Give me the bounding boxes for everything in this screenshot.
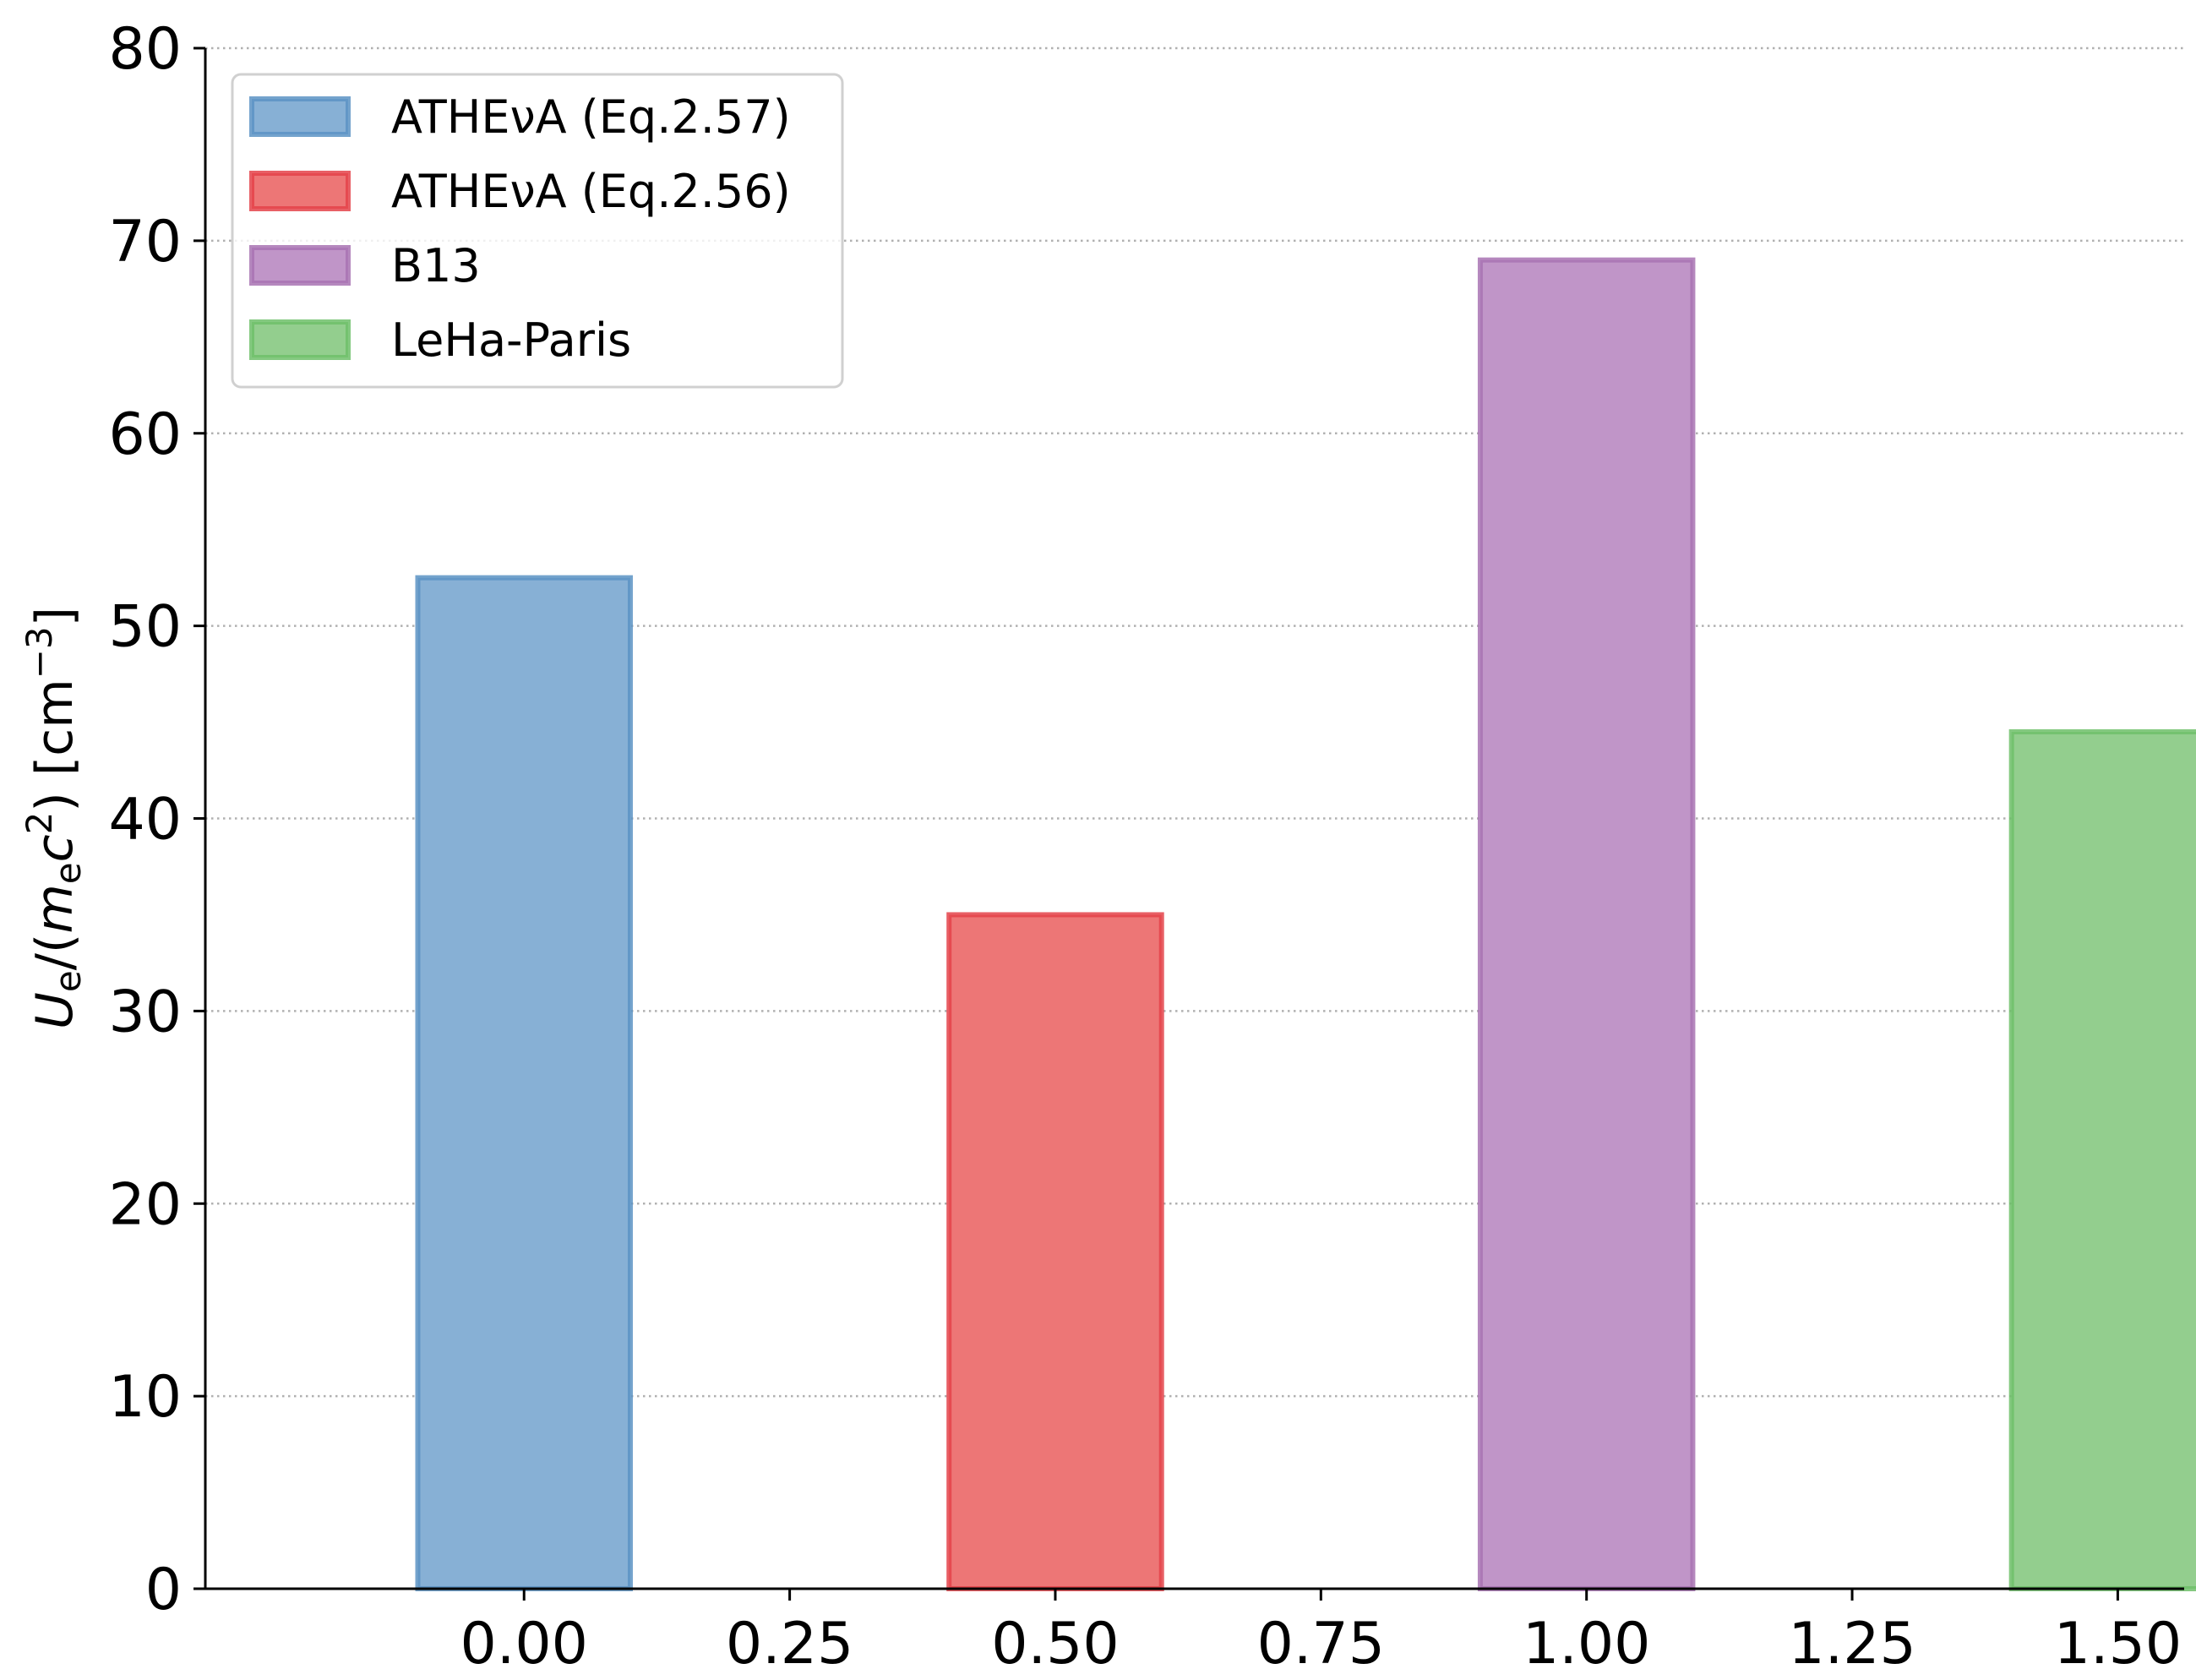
x-tick-label: 0.75 bbox=[1257, 1611, 1385, 1677]
y-tick-label: 60 bbox=[108, 401, 182, 468]
bars bbox=[415, 257, 2196, 1592]
bar-2 bbox=[946, 912, 1164, 1591]
legend-swatch-2 bbox=[249, 171, 351, 211]
y-axis-label: Ue/(mec2) [cm−3] bbox=[19, 607, 89, 1029]
y-tick-label: 40 bbox=[108, 787, 182, 854]
x-tick-label: 0.50 bbox=[991, 1611, 1119, 1677]
y-tick-label: 70 bbox=[108, 209, 182, 275]
ticks: 0 10 20 30 40 50 60 70 80 0.00 0.25 0.50 0.75 1.00 1.2… bbox=[108, 16, 2182, 1677]
legend-label-3: B13 bbox=[391, 239, 481, 292]
x-tick-label: 1.25 bbox=[1788, 1611, 1915, 1677]
legend-swatch-1 bbox=[249, 96, 351, 137]
y-tick-label: 10 bbox=[108, 1364, 182, 1431]
legend-label-2: ATHEνA (Eq.2.56) bbox=[391, 165, 791, 218]
y-tick-label: 30 bbox=[108, 979, 182, 1045]
legend-label-4: LeHa-Paris bbox=[391, 314, 631, 367]
legend-swatch-3 bbox=[249, 245, 351, 286]
bar-3 bbox=[1477, 257, 1696, 1592]
y-tick-label: 80 bbox=[108, 16, 182, 83]
legend-swatch-4 bbox=[249, 319, 351, 360]
y-tick-label: 50 bbox=[108, 594, 182, 661]
y-tick-label: 20 bbox=[108, 1171, 182, 1238]
x-tick-label: 0.25 bbox=[726, 1611, 853, 1677]
legend-label-1: ATHEνA (Eq.2.57) bbox=[391, 90, 791, 144]
x-tick-label: 0.00 bbox=[460, 1611, 588, 1677]
legend: ATHEνA (Eq.2.57) ATHEνA (Eq.2.56) B13 LeHa-… bbox=[231, 73, 844, 389]
legend-frame bbox=[231, 73, 844, 389]
gridlines bbox=[205, 46, 2184, 1398]
y-tick-label: 0 bbox=[145, 1557, 182, 1623]
x-tick-label: 1.50 bbox=[2054, 1611, 2182, 1677]
bar-1 bbox=[415, 575, 633, 1591]
bar-4 bbox=[2008, 728, 2196, 1591]
x-tick-label: 1.00 bbox=[1523, 1611, 1650, 1677]
